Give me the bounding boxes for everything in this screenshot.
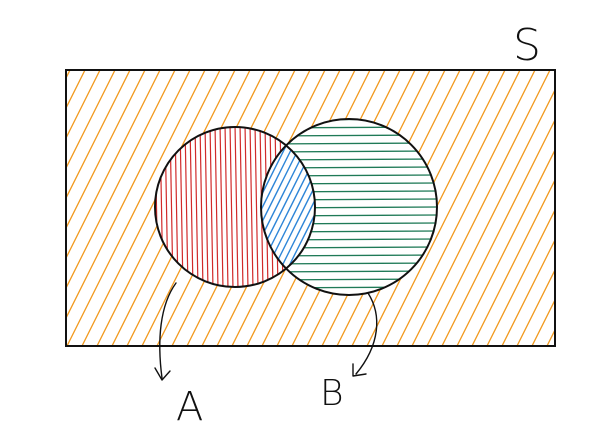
set-a-arrowhead xyxy=(154,367,171,381)
set-a-circle xyxy=(154,126,316,288)
set-b-circle xyxy=(260,118,438,296)
set-a-arrow xyxy=(159,282,177,379)
universe-label: S xyxy=(513,20,541,71)
set-a-label: A xyxy=(176,384,203,430)
set-b-arrowhead xyxy=(352,363,367,377)
set-b-label: B xyxy=(320,373,344,414)
set-b-arrow xyxy=(355,292,378,375)
universe-rectangle xyxy=(65,69,556,347)
